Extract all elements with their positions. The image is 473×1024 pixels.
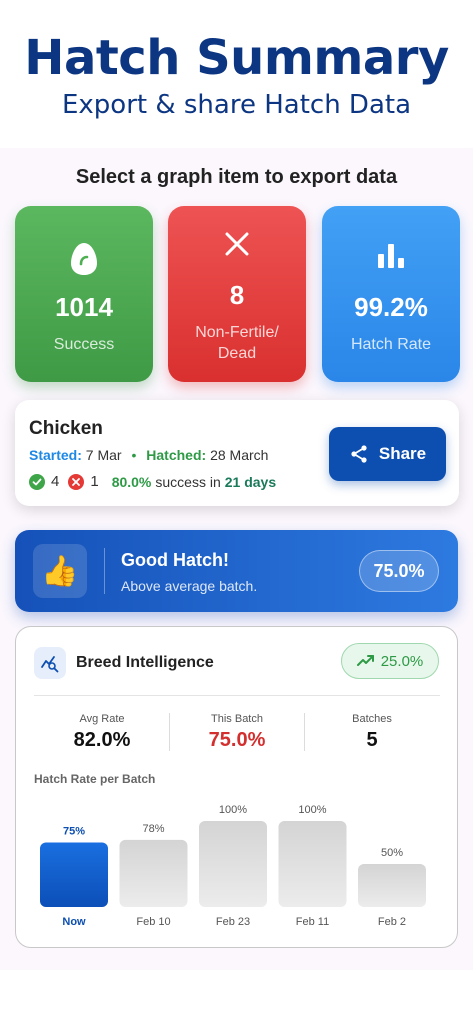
success-text: success in [155, 473, 221, 490]
batch-dates: Started: 7 Mar • Hatched: 28 March [29, 447, 268, 463]
success-percent: 80.0% [111, 473, 152, 490]
intelligence-divider [34, 695, 440, 696]
good-hatch-badge: 75.0% [359, 550, 439, 592]
this-batch-stat: This Batch 75.0% [169, 713, 305, 752]
page-title: Hatch Summary [24, 30, 449, 86]
export-prompt: Select a graph item to export data [75, 166, 398, 188]
success-count: 4 [51, 473, 60, 490]
thumbs-up-icon: 👍 [33, 544, 87, 598]
batches-stat: Batches 5 [304, 713, 440, 752]
hatch-rate-value: 99.2% [354, 292, 428, 322]
chart-bar-now[interactable] [40, 842, 108, 908]
batch-name: Chicken [29, 418, 103, 439]
chart-value-label: 100% [298, 804, 326, 816]
this-batch-value: 75.0% [208, 729, 266, 751]
x-circle-icon [68, 473, 85, 490]
chart-value-label: 100% [219, 804, 247, 816]
check-circle-icon [29, 473, 45, 490]
stat-divider [169, 713, 170, 751]
chart-value-label: 50% [381, 847, 403, 859]
trending-up-icon [356, 655, 374, 666]
chart-title: Hatch Rate per Batch [34, 772, 156, 786]
chart-category-label: Feb 2 [378, 916, 406, 928]
separator-dot: • [131, 447, 137, 463]
chart-category-label: Now [62, 916, 86, 928]
chart-bar-feb-2[interactable] [358, 864, 426, 907]
non-fertile-value: 8 [229, 280, 245, 310]
this-batch-label: This Batch [211, 713, 263, 725]
success-label: Success [53, 336, 115, 353]
trend-badge: 25.0% [341, 643, 439, 679]
hatch-rate-label: Hatch Rate [350, 336, 432, 353]
egg-icon [15, 242, 153, 276]
fail-count: 1 [90, 473, 99, 490]
avg-rate-stat: Avg Rate 82.0% [34, 713, 170, 752]
intelligence-title: Breed Intelligence [76, 654, 214, 671]
days-value: 21 days [224, 473, 277, 490]
close-icon [168, 231, 306, 257]
success-card[interactable]: 1014 Success [15, 206, 153, 382]
batch-card: Chicken Started: 7 Mar • Hatched: 28 Mar… [15, 400, 459, 506]
hatched-value: 28 March [210, 447, 269, 463]
batches-value: 5 [366, 729, 378, 751]
good-hatch-banner: 👍 Good Hatch! Above average batch. 75.0% [15, 530, 458, 612]
analytics-icon [34, 647, 66, 679]
hatch-rate-card[interactable]: 99.2% Hatch Rate [322, 206, 460, 382]
chart-bar-feb-11[interactable] [278, 821, 347, 907]
avg-rate-label: Avg Rate [79, 713, 125, 725]
chart-category-label: Feb 10 [136, 916, 170, 928]
page-subtitle: Export & share Hatch Data [61, 90, 412, 120]
hatched-label: Hatched: [146, 447, 207, 463]
good-hatch-subtitle: Above average batch. [121, 578, 258, 594]
non-fertile-card[interactable]: 8 Non-Fertile/ Dead [168, 206, 306, 382]
chart-category-label: Feb 23 [216, 916, 250, 928]
share-icon [351, 445, 367, 463]
started-label: Started: [29, 447, 82, 463]
share-button[interactable]: Share [329, 427, 446, 481]
breed-intelligence-card: Breed Intelligence 25.0% Avg Rate 82.0% … [15, 626, 458, 948]
chart-category-label: Feb 11 [296, 916, 329, 928]
success-value: 1014 [55, 292, 113, 322]
batch-results: 4 1 80.0% success in 21 days [29, 473, 276, 490]
chart-value-label: 78% [142, 823, 164, 835]
hatch-rate-chart[interactable]: 75% Now 78% Feb 10 100% Feb 23 100% Feb 11 50% Fe… [16, 795, 457, 935]
good-hatch-title: Good Hatch! [121, 550, 229, 570]
share-label: Share [378, 444, 427, 463]
stat-divider [304, 713, 305, 751]
trend-value: 25.0% [380, 652, 424, 670]
batches-label: Batches [352, 713, 392, 725]
avg-rate-value: 82.0% [73, 729, 131, 751]
banner-divider [104, 548, 105, 594]
chart-bar-feb-23[interactable] [199, 821, 267, 907]
chart-bar-feb-10[interactable] [119, 839, 188, 907]
chart-value-label: 75% [63, 826, 85, 838]
started-value: 7 Mar [85, 447, 122, 463]
non-fertile-label: Non-Fertile/ Dead [195, 324, 279, 362]
bar-chart-icon [322, 242, 460, 270]
